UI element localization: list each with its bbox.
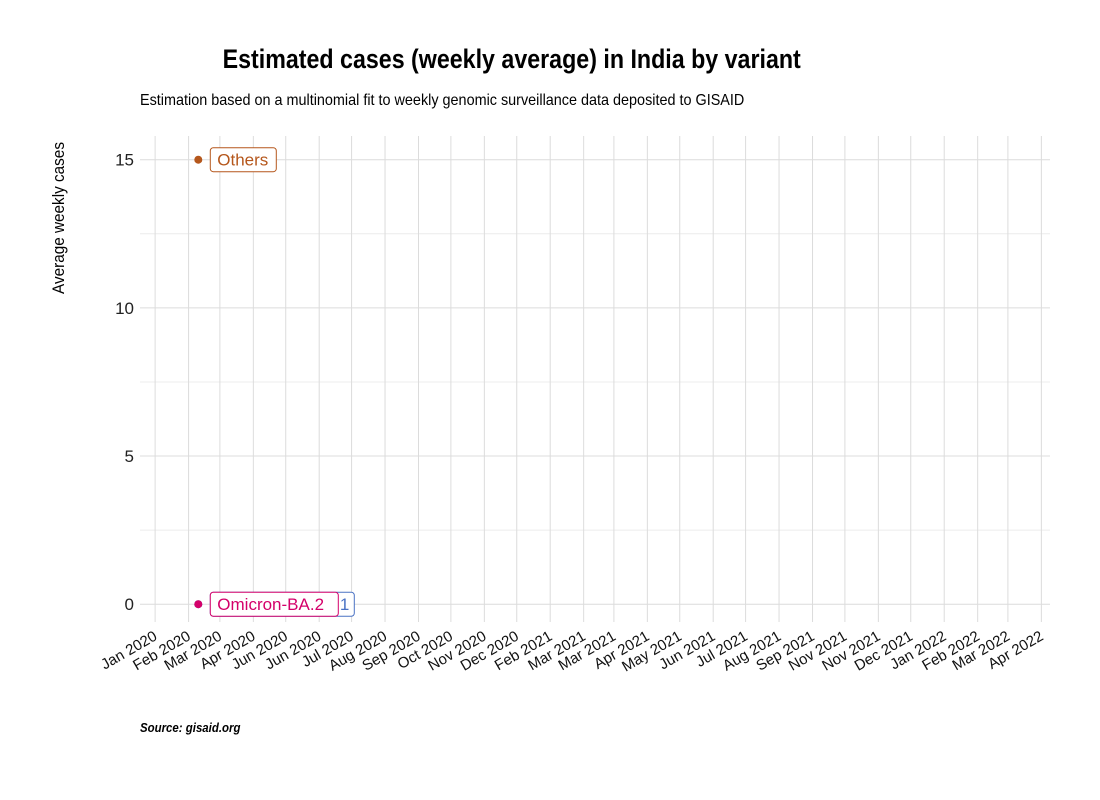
y-tick-label: 10 [115, 299, 134, 318]
label-box [209, 591, 339, 617]
data-point [194, 600, 203, 609]
y-tick-label: 5 [125, 447, 134, 466]
series-label: Omicron-BA.2 [217, 595, 324, 614]
data-point [194, 155, 203, 164]
chart-subtitle: Estimation based on a multinomial fit to… [140, 92, 745, 109]
y-tick-label: 0 [125, 595, 134, 614]
y-tick-label: 15 [115, 151, 134, 170]
label-box [209, 147, 277, 173]
series-label: Others [217, 151, 268, 170]
chart-title: Estimated cases (weekly average) in Indi… [222, 44, 801, 74]
data-marks: Others 1 Omicron-BA.2 [194, 147, 355, 617]
series-label: 1 [340, 595, 349, 614]
chart-caption: Source: gisaid.org [140, 720, 241, 735]
grid-lines [140, 136, 1050, 622]
y-tick-labels: 0 5 10 15 [115, 151, 134, 615]
